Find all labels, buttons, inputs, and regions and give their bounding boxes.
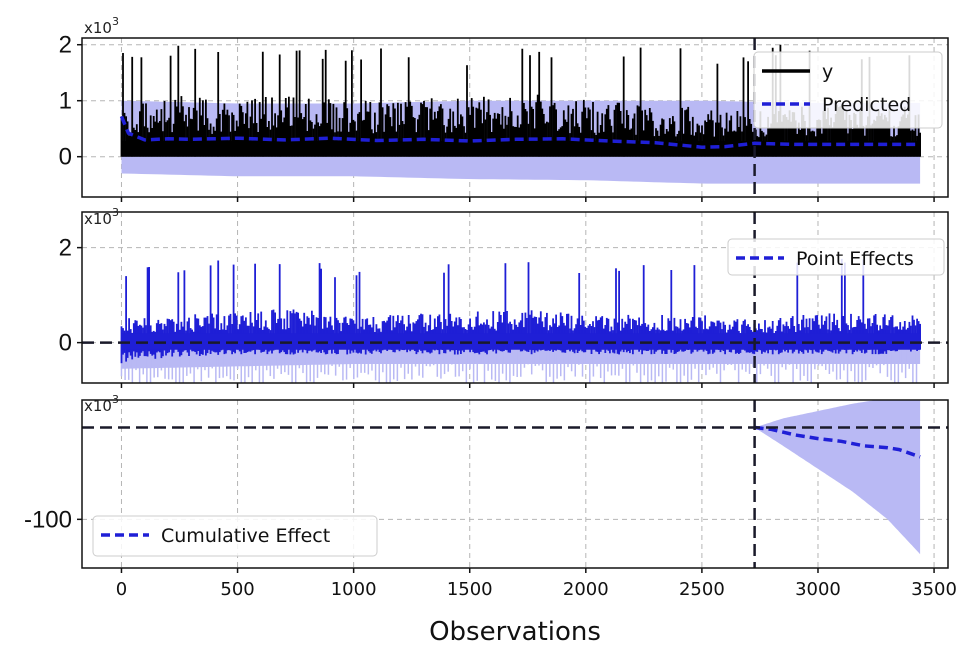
xtick-label: 3500 [911, 579, 957, 600]
xtick-label: 3000 [795, 579, 841, 600]
y-multiplier: x103 [84, 393, 119, 415]
y-multiplier: x103 [84, 15, 119, 37]
legend: Point Effects [727, 238, 945, 276]
legend-label: y [822, 61, 833, 83]
legend-label: Cumulative Effect [161, 525, 330, 547]
ytick-label: 0 [59, 144, 72, 171]
xtick-label: 1500 [447, 579, 493, 600]
ytick-label: 0 [59, 330, 72, 357]
ytick-label: 1 [59, 88, 72, 115]
x-axis-label: Observations [429, 617, 601, 647]
y-multiplier-base: x10 [84, 397, 112, 415]
xtick-label: 1000 [331, 579, 377, 600]
legend-box [92, 515, 378, 557]
ytick-label: 2 [59, 235, 72, 262]
line-predicted [119, 115, 921, 149]
plot-area [754, 400, 921, 555]
legend-label: Point Effects [796, 248, 914, 270]
line-cumulative-effect [754, 425, 921, 459]
legend: y Predicted [753, 51, 943, 129]
legend-box [753, 51, 943, 129]
xtick-label: 0 [116, 579, 127, 600]
xtick-label: 2000 [563, 579, 609, 600]
axes-frame [81, 399, 949, 569]
legend-label: Predicted [822, 94, 911, 116]
legend: Cumulative Effect [92, 515, 378, 557]
y-multiplier-exponent: 3 [112, 15, 119, 28]
plot-area [120, 258, 921, 383]
y-multiplier-base: x10 [84, 210, 112, 228]
legend-box [727, 238, 945, 276]
panel-cumulative: -100 0 500 1000 1500 2000 2500 3000 3500 x103 Obse… [24, 393, 957, 647]
axes-frame [81, 37, 949, 198]
xtick-label: 2500 [679, 579, 725, 600]
band-cumulative [754, 400, 921, 555]
panel-pointwise: 0 2 x103 Point Effects [59, 206, 949, 388]
axes-frame [81, 211, 949, 384]
ytick-label: 2 [59, 32, 72, 59]
y-multiplier-base: x10 [84, 19, 112, 37]
y-multiplier-exponent: 3 [112, 393, 119, 406]
y-multiplier-exponent: 3 [112, 206, 119, 219]
y-multiplier: x103 [84, 206, 119, 228]
xtick-label: 500 [220, 579, 254, 600]
ytick-label: -100 [24, 506, 72, 533]
y-series-core [121, 141, 921, 157]
panel-original: 0 1 2 x103 y Predicted [59, 15, 949, 202]
